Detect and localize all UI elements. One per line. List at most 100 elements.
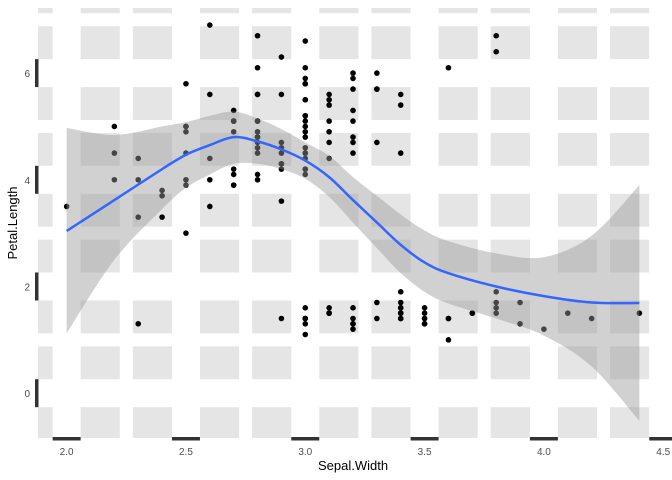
- grid-major-y: [38, 165, 668, 194]
- confidence-ribbon: [66, 111, 640, 421]
- data-point: [493, 32, 499, 39]
- grid-minor-x: [239, 8, 253, 438]
- data-point: [111, 176, 118, 183]
- x-axis-title: Sepal.Width: [318, 458, 388, 473]
- data-point: [445, 337, 452, 343]
- data-point: [159, 192, 165, 199]
- data-point: [350, 139, 356, 146]
- y-tick-mark: [35, 165, 39, 194]
- data-point: [397, 310, 404, 316]
- axes: 2.0 2.5 3.0 3.5 4.0 4.5 0 2 4 6: [24, 59, 672, 458]
- data-point: [302, 38, 309, 44]
- data-point: [564, 310, 571, 316]
- x-tick-mark: [529, 437, 558, 441]
- data-point: [278, 139, 285, 146]
- data-point: [350, 118, 356, 124]
- grid-minor-x: [358, 8, 372, 438]
- data-point: [326, 305, 332, 311]
- data-point: [302, 75, 309, 82]
- data-point: [397, 315, 404, 322]
- data-point: [254, 171, 261, 178]
- data-point: [159, 214, 165, 220]
- x-tick-label: 4.0: [537, 447, 551, 458]
- data-point: [350, 86, 356, 92]
- y-tick-label: 2: [24, 282, 30, 293]
- data-point: [207, 91, 213, 98]
- data-point: [350, 305, 356, 311]
- data-point: [350, 321, 356, 327]
- data-point: [445, 64, 452, 71]
- data-point: [183, 128, 189, 135]
- data-point: [445, 315, 452, 322]
- data-point: [183, 123, 189, 130]
- data-point: [397, 305, 404, 311]
- data-point: [278, 150, 285, 156]
- data-point: [302, 123, 309, 130]
- data-point: [326, 139, 332, 146]
- data-point: [230, 171, 237, 178]
- data-point: [302, 315, 309, 322]
- data-point: [421, 305, 428, 311]
- data-point: [278, 54, 285, 60]
- data-point: [207, 22, 213, 28]
- data-point: [278, 91, 285, 98]
- data-point: [254, 118, 261, 124]
- grid-minor-y: [38, 13, 668, 27]
- data-point: [230, 182, 237, 188]
- y-tick-mark: [35, 59, 39, 88]
- data-point: [469, 310, 476, 316]
- data-point: [350, 326, 356, 332]
- data-point: [302, 134, 309, 140]
- data-point: [517, 321, 523, 327]
- data-point: [183, 176, 189, 183]
- x-tick-mark: [649, 437, 672, 441]
- data-point: [421, 310, 428, 316]
- y-tick-label: 0: [24, 389, 30, 400]
- data-point: [111, 123, 118, 130]
- grid-minor-x: [119, 8, 133, 438]
- data-point: [636, 310, 643, 316]
- data-point: [326, 118, 332, 124]
- data-points: [63, 22, 643, 343]
- data-point: [350, 134, 356, 140]
- data-point: [254, 32, 261, 39]
- data-point: [374, 315, 380, 322]
- data-point: [302, 128, 309, 135]
- data-point: [254, 176, 261, 183]
- data-point: [183, 182, 189, 188]
- x-tick-label: 2.0: [60, 447, 74, 458]
- data-point: [302, 331, 309, 338]
- grid-major-y: [38, 379, 668, 408]
- x-tick-mark: [52, 437, 81, 441]
- data-point: [326, 102, 332, 108]
- data-point: [421, 315, 428, 322]
- data-point: [397, 150, 404, 156]
- data-point: [183, 80, 189, 87]
- x-tick-mark: [171, 437, 200, 441]
- y-tick-label: 6: [24, 69, 30, 80]
- data-point: [302, 171, 309, 178]
- data-point: [326, 128, 332, 135]
- data-point: [135, 155, 142, 162]
- data-point: [278, 198, 285, 204]
- data-point: [588, 315, 595, 322]
- data-point: [350, 75, 356, 82]
- data-point: [135, 214, 142, 220]
- data-point: [302, 144, 309, 151]
- data-point: [350, 315, 356, 322]
- data-point: [302, 64, 309, 71]
- data-point: [254, 150, 261, 156]
- data-point: [326, 155, 332, 162]
- data-point: [254, 64, 261, 71]
- data-point: [302, 80, 309, 87]
- data-point: [254, 134, 261, 140]
- x-tick-label: 3.5: [418, 447, 432, 458]
- grid-major-y: [38, 272, 668, 301]
- data-point: [135, 321, 142, 327]
- data-point: [326, 91, 332, 98]
- y-tick-label: 4: [24, 176, 30, 187]
- data-point: [207, 155, 213, 162]
- data-point: [493, 299, 499, 306]
- data-point: [326, 96, 332, 103]
